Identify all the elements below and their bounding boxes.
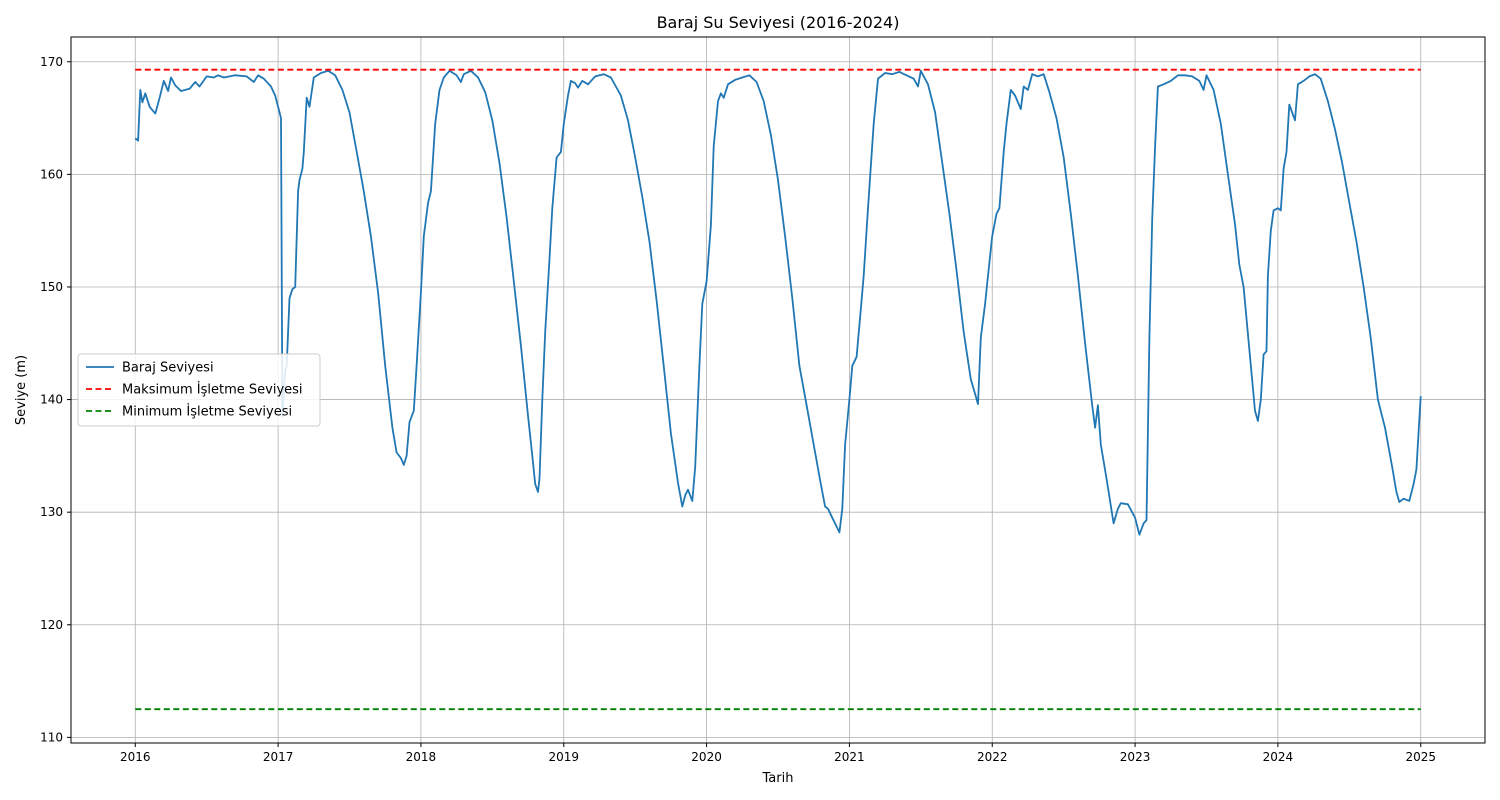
legend-box (77, 353, 321, 427)
plot-frame (70, 36, 1486, 744)
x-tick-label: 2024 (1263, 750, 1294, 764)
x-tick-label: 2019 (548, 750, 579, 764)
x-tick-label: 2018 (406, 750, 437, 764)
series-layer (134, 68, 1422, 711)
y-tick-label: 160 (40, 167, 63, 181)
x-tick-label: 2021 (834, 750, 865, 764)
y-tick-label: 140 (40, 393, 63, 407)
x-tick-label: 2017 (263, 750, 294, 764)
series-line-baraj-seviyesi (134, 69, 1422, 536)
x-tick-label: 2020 (691, 750, 722, 764)
y-tick-label: 120 (40, 618, 63, 632)
legend: Baraj Seviyesi Maksimum İşletme Seviyesi M… (77, 353, 321, 427)
x-tick-label: 2016 (120, 750, 151, 764)
x-axis-title: Tarih (762, 771, 794, 786)
chart-title: Baraj Su Seviyesi (2016-2024) (657, 13, 900, 32)
legend-entry-label: Minimum İşletme Seviyesi (122, 404, 292, 420)
y-tick-label: 150 (40, 280, 63, 294)
y-tick-label: 110 (40, 730, 63, 744)
x-tick-label: 2022 (977, 750, 1008, 764)
ticks: 2016 2017 2018 2019 2020 2021 2022 2023 2024 2025… (40, 55, 1436, 764)
grid (71, 37, 1485, 743)
y-tick-label: 170 (40, 55, 63, 69)
x-tick-label: 2023 (1120, 750, 1151, 764)
y-tick-label: 130 (40, 505, 63, 519)
y-axis-title: Seviye (m) (14, 355, 29, 425)
legend-entry-label: Baraj Seviyesi (122, 361, 214, 376)
x-tick-label: 2025 (1405, 750, 1436, 764)
legend-entry-label: Maksimum İşletme Seviyesi (122, 382, 303, 398)
